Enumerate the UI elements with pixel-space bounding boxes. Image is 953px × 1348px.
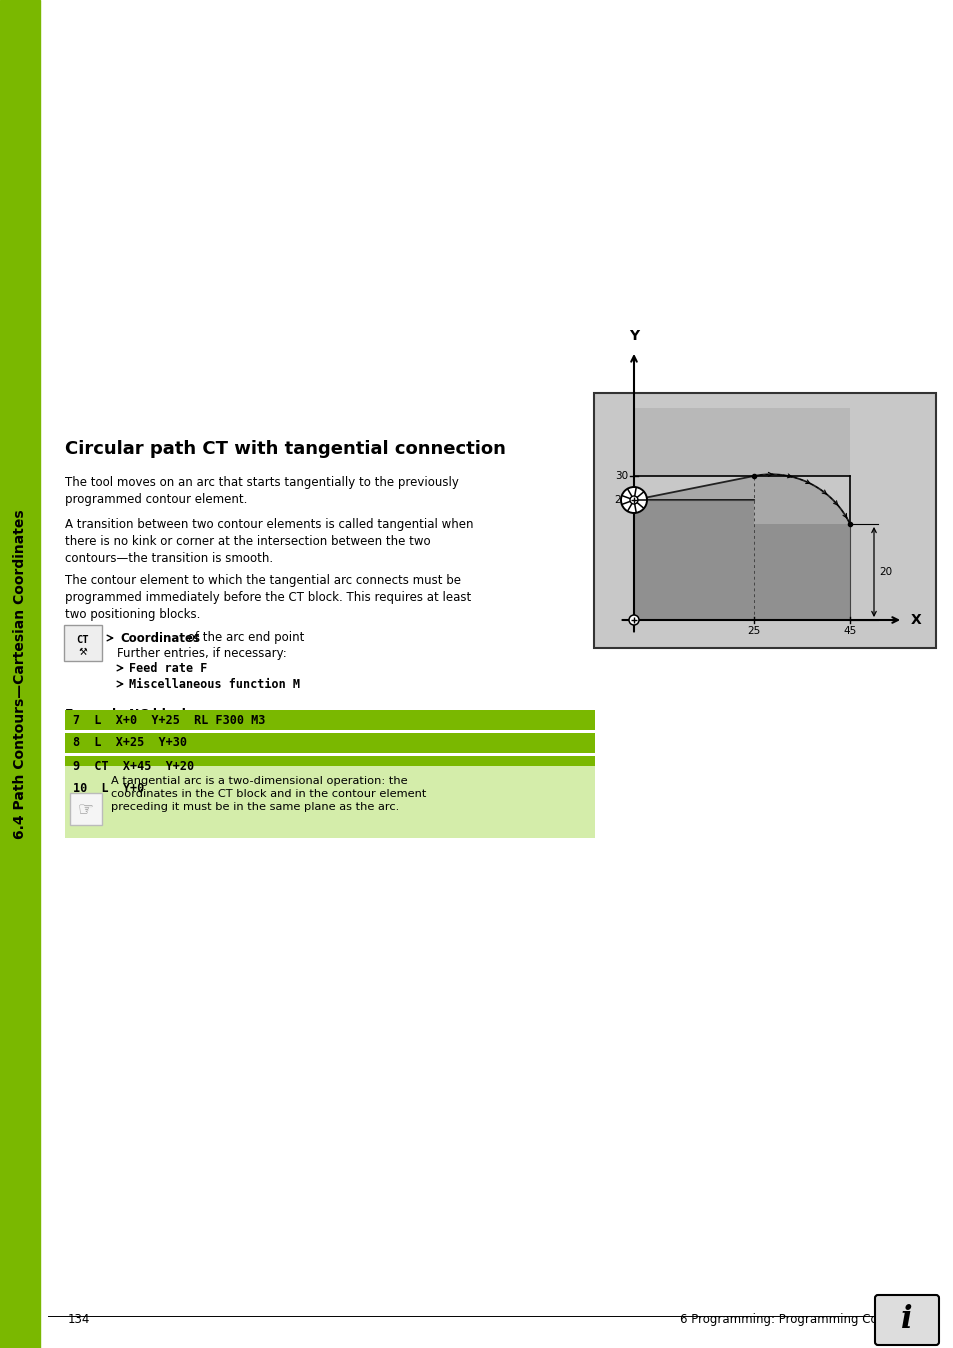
Text: 25: 25	[746, 625, 760, 636]
Text: coordinates in the CT block and in the contour element: coordinates in the CT block and in the c…	[111, 789, 426, 799]
FancyBboxPatch shape	[64, 625, 102, 661]
Bar	[0, 0, 40, 1348]
Text: of the arc end point: of the arc end point	[184, 631, 304, 644]
Bar	[634, 408, 849, 476]
FancyBboxPatch shape	[874, 1295, 938, 1345]
Bar	[65, 766, 595, 838]
Text: Y: Y	[628, 329, 639, 342]
Text: 30: 30	[615, 470, 627, 481]
Text: 10  L  Y+0: 10 L Y+0	[73, 782, 144, 795]
Text: 8  L  X+25  Y+30: 8 L X+25 Y+30	[73, 736, 187, 749]
Text: 45: 45	[842, 625, 856, 636]
Circle shape	[620, 487, 646, 514]
Bar	[65, 779, 595, 799]
Polygon shape	[753, 524, 849, 620]
Bar	[65, 756, 595, 776]
Text: X: X	[910, 613, 921, 627]
Text: 25: 25	[614, 495, 627, 506]
Text: 6.4 Path Contours—Cartesian Coordinates: 6.4 Path Contours—Cartesian Coordinates	[13, 510, 27, 838]
Bar	[65, 710, 595, 731]
Text: preceding it must be in the same plane as the arc.: preceding it must be in the same plane a…	[111, 802, 399, 811]
Text: ⚒: ⚒	[78, 647, 88, 656]
Text: Feed rate F: Feed rate F	[129, 662, 207, 674]
Text: Coordinates: Coordinates	[120, 631, 200, 644]
Text: The contour element to which the tangential arc connects must be
programmed imme: The contour element to which the tangent…	[65, 574, 471, 621]
Text: 20: 20	[878, 568, 891, 577]
Text: i: i	[901, 1305, 912, 1336]
Text: 134: 134	[68, 1313, 91, 1326]
Text: 7  L  X+0  Y+25  RL F300 M3: 7 L X+0 Y+25 RL F300 M3	[73, 713, 265, 727]
Text: The tool moves on an arc that starts tangentially to the previously
programmed c: The tool moves on an arc that starts tan…	[65, 476, 458, 506]
Text: A transition between two contour elements is called tangential when
there is no : A transition between two contour element…	[65, 518, 473, 565]
Polygon shape	[634, 500, 753, 620]
Circle shape	[629, 496, 638, 504]
Text: Example NC blocks: Example NC blocks	[65, 708, 197, 721]
Bar	[65, 733, 595, 754]
Text: 9  CT  X+45  Y+20: 9 CT X+45 Y+20	[73, 759, 193, 772]
Text: Circular path CT with tangential connection: Circular path CT with tangential connect…	[65, 439, 505, 458]
Bar	[594, 394, 935, 648]
FancyBboxPatch shape	[70, 793, 102, 825]
Text: Further entries, if necessary:: Further entries, if necessary:	[117, 647, 287, 661]
Text: ☞: ☞	[78, 799, 94, 818]
Text: Miscellaneous function M: Miscellaneous function M	[129, 678, 299, 690]
Text: CT: CT	[76, 635, 90, 644]
Polygon shape	[634, 474, 849, 620]
Text: 6 Programming: Programming Contours: 6 Programming: Programming Contours	[679, 1313, 915, 1326]
Text: A tangential arc is a two-dimensional operation: the: A tangential arc is a two-dimensional op…	[111, 776, 407, 786]
Circle shape	[628, 615, 639, 625]
